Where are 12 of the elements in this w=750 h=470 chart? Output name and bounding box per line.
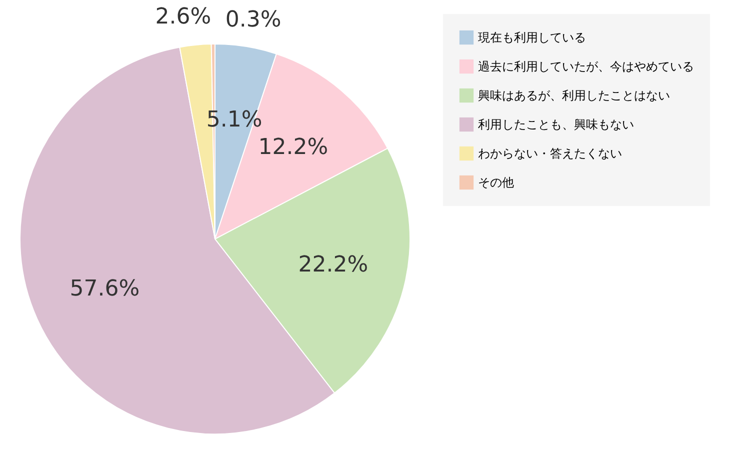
legend-label: わからない・答えたくない (478, 146, 622, 160)
legend-label: 過去に利用していたが、今はやめている (478, 60, 694, 74)
legend-label: 利用したことも、興味もない (478, 118, 634, 132)
data-label: 2.6% (155, 4, 212, 30)
data-label: 0.3% (225, 7, 282, 32)
data-label: 22.2% (298, 252, 368, 278)
data-label: 57.6% (70, 276, 140, 302)
data-label: 12.2% (258, 134, 328, 160)
legend-label: その他 (478, 176, 514, 190)
legend-label: 現在も利用している (478, 30, 586, 44)
data-label: 5.1% (206, 108, 262, 133)
legend-label: 興味はあるが、利用したことはない (478, 88, 670, 102)
